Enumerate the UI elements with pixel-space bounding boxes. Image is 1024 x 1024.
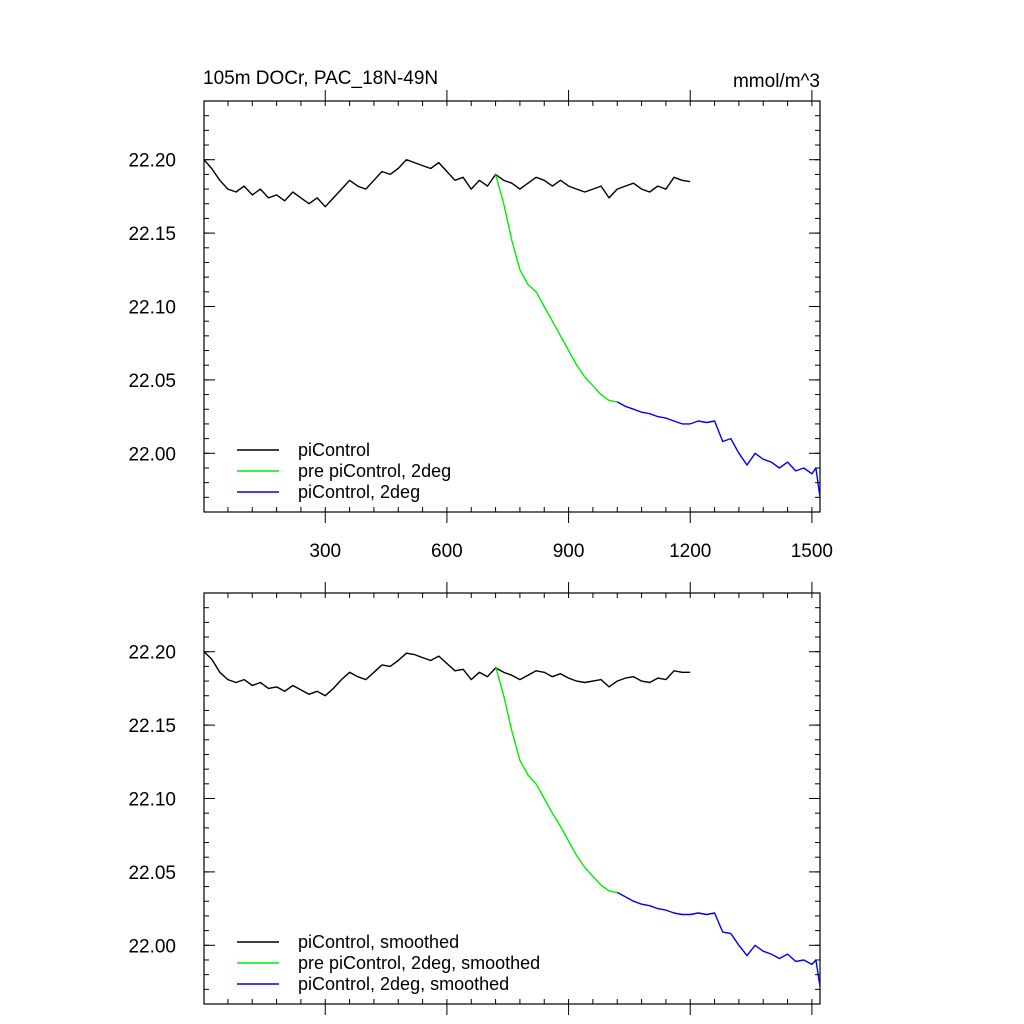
x-tick-label: 1200 [669, 541, 711, 562]
series-line-0 [203, 158, 691, 208]
series-line-2 [616, 401, 821, 498]
y-tick-label: 22.10 [128, 790, 176, 811]
series-line-0 [203, 651, 691, 697]
series-line-1 [494, 174, 618, 403]
x-tick-label: 900 [553, 541, 585, 562]
y-tick-label: 22.00 [128, 444, 176, 465]
legend-label: piControl, smoothed [298, 932, 459, 952]
y-tick-label: 22.00 [128, 936, 176, 957]
legend-label: pre piControl, 2deg, smoothed [298, 953, 540, 973]
y-tick-label: 22.15 [128, 224, 176, 245]
y-tick-label: 22.05 [128, 863, 176, 884]
x-tick-label: 300 [309, 541, 341, 562]
x-tick-label: 1500 [791, 541, 833, 562]
units-label: mmol/m^3 [733, 71, 820, 92]
bottom-panel: 22.00 22.05 22.10 22.15 22.20 piControl, smoo… [128, 582, 821, 1015]
plot-frame [203, 100, 821, 513]
top-panel: 22.00 22.05 22.10 22.15 22.20 300 600 900 1200 15… [128, 90, 833, 562]
y-tick-label: 22.15 [128, 716, 176, 737]
y-tick-label: 22.10 [128, 298, 176, 319]
series-line-2 [616, 891, 821, 987]
x-tick-label: 600 [431, 541, 463, 562]
legend-label: piControl, 2deg, smoothed [298, 974, 509, 994]
y-tick-label: 22.05 [128, 371, 176, 392]
legend-label: pre piControl, 2deg [298, 461, 451, 481]
series-line-1 [494, 666, 618, 894]
plot-frame [203, 592, 821, 1005]
y-tick-label: 22.20 [128, 643, 176, 664]
y-tick-label: 22.20 [128, 151, 176, 172]
chart-title: 105m DOCr, PAC_18N-49N [203, 68, 438, 89]
legend-label: piControl, 2deg [298, 482, 420, 502]
legend-label: piControl [298, 440, 370, 460]
